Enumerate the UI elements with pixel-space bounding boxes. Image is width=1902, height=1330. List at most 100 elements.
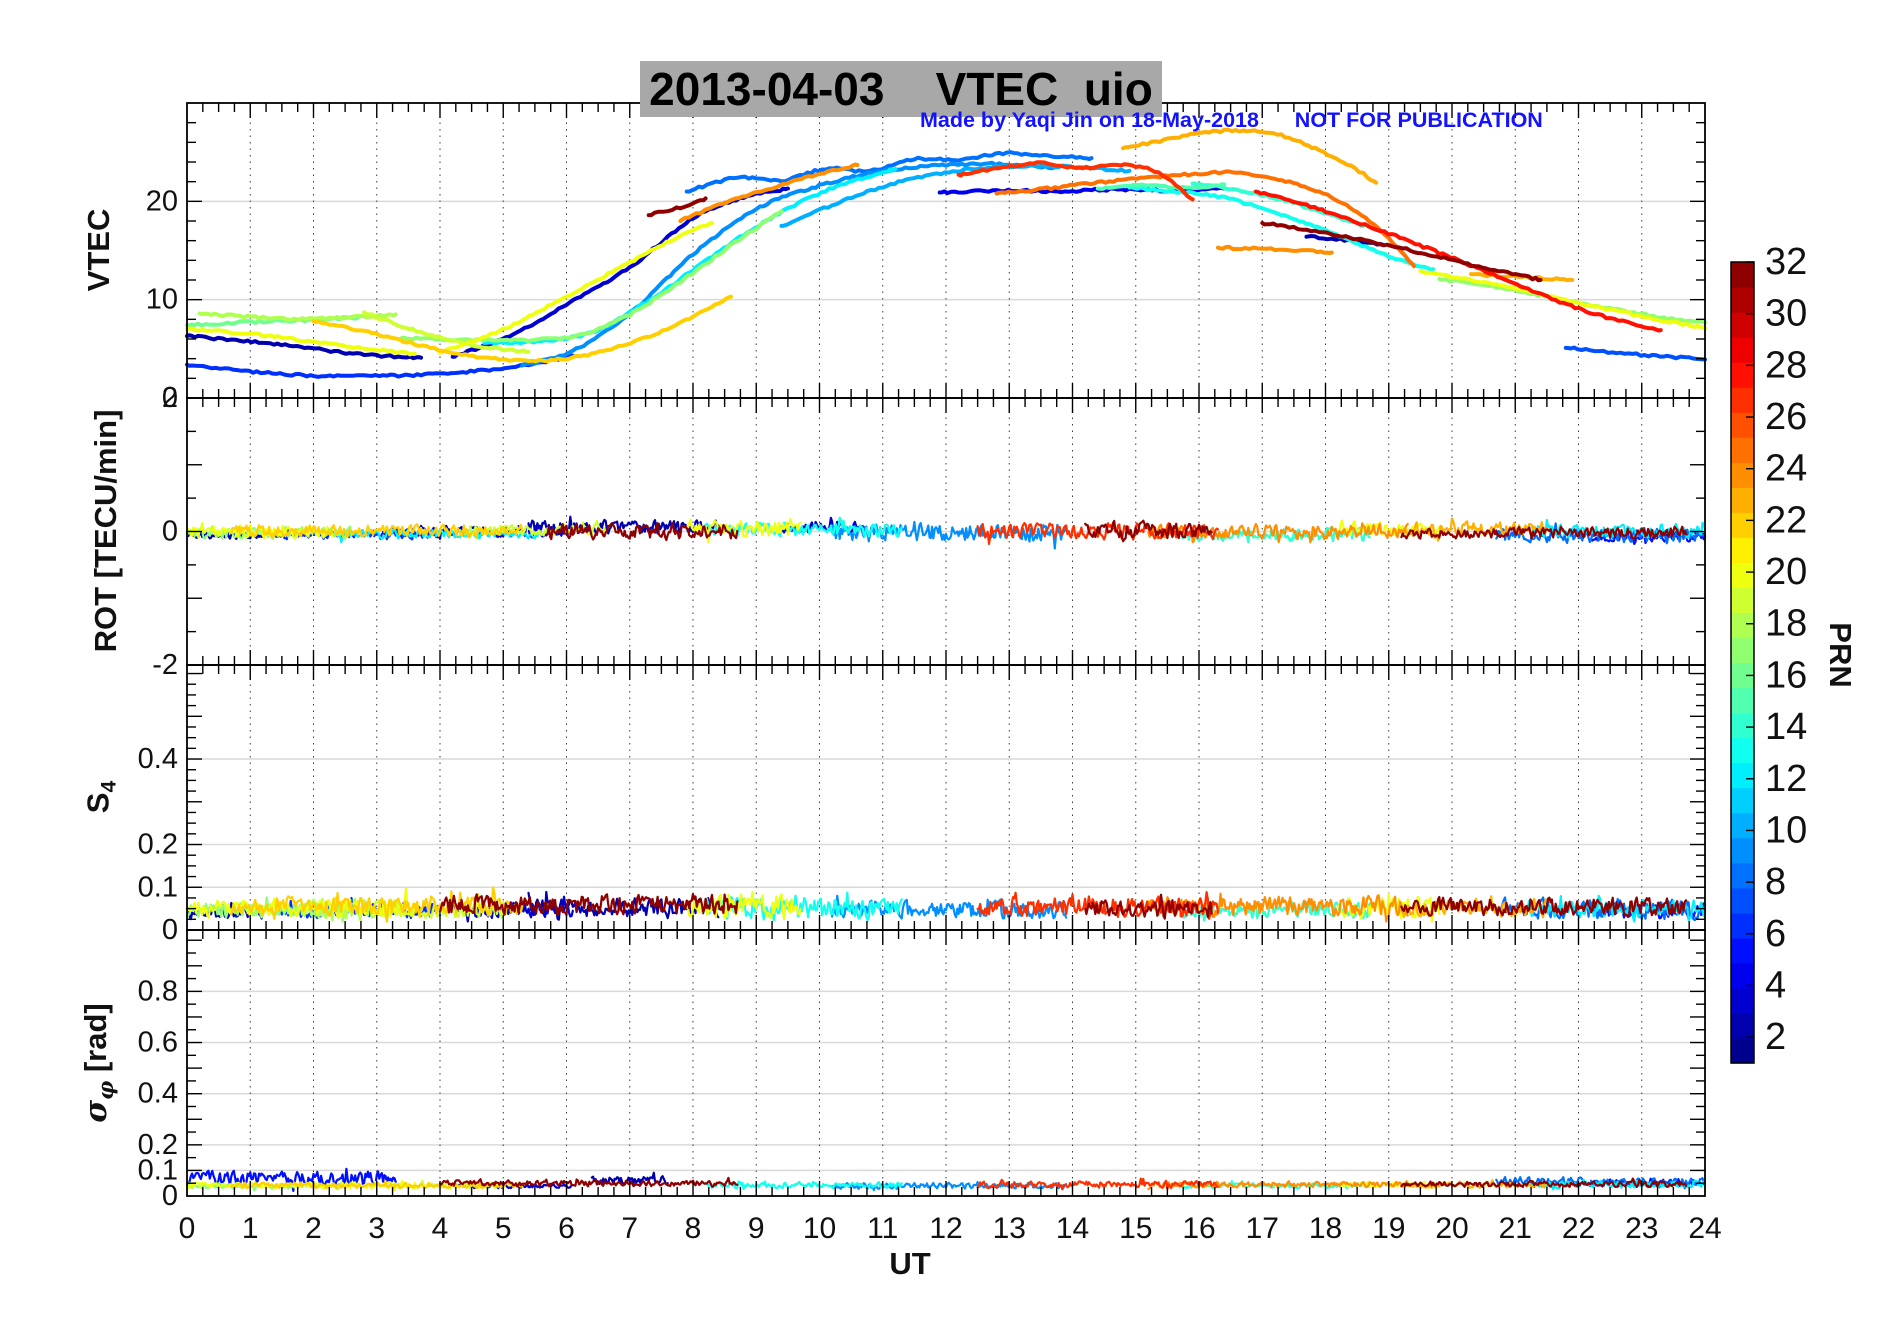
colorbar-cell-prn-8 [1731, 862, 1754, 889]
credit-text: Made by Yaqi Jin on 18-May-2018 NOT FOR … [920, 108, 1543, 132]
xtick-label: 3 [368, 1212, 385, 1245]
colorbar-tick-label: 32 [1765, 241, 1807, 283]
xtick-label: 10 [803, 1212, 836, 1245]
colorbar-cell-prn-30 [1731, 312, 1754, 338]
sigma_phi-trace-prn-13 [704, 1180, 903, 1191]
plot-title-box: 2013-04-03 VTEC uio [640, 61, 1162, 117]
colorbar-tick-label: 2 [1765, 1016, 1786, 1058]
xtick-label: 20 [1435, 1212, 1468, 1245]
colorbar-cell-prn-20 [1731, 562, 1754, 589]
vtec-arc-prn-32 [1260, 221, 1543, 283]
xtick-label: 4 [432, 1212, 449, 1245]
ytick-label: 2 [162, 382, 178, 414]
rot-trace-prn-23 [1400, 517, 1548, 542]
data-series [185, 127, 1707, 1192]
colorbar-cell-prn-23 [1731, 487, 1754, 513]
colorbar-cell-prn-7 [1731, 887, 1754, 914]
rot-trace-prn-22 [230, 523, 524, 540]
sigma_phi-trace-prn-27 [976, 1177, 1220, 1191]
ytick-label: 0.6 [138, 1027, 178, 1059]
ytick-label: 0 [162, 1180, 178, 1212]
colorbar-label: PRN [1823, 622, 1858, 688]
vtec-arc-prn-10 [779, 162, 1132, 228]
plot-title: 2013-04-03 VTEC uio [649, 63, 1153, 115]
colorbar-cell-prn-25 [1731, 437, 1754, 463]
colorbar-tick-label: 18 [1765, 603, 1807, 645]
ylabel-vtec: VTEC [81, 208, 116, 292]
sigma_phi-trace-prn-9 [831, 1180, 1068, 1192]
xtick-label: 18 [1309, 1212, 1342, 1245]
xtick-label: 17 [1246, 1212, 1279, 1245]
colorbar-cell-prn-6 [1731, 912, 1754, 939]
ytick-label: 0.1 [138, 871, 178, 903]
s4-trace-prn-32 [1084, 893, 1213, 920]
rot-trace-prn-13 [704, 516, 903, 538]
ylabel-s4-main: S [80, 792, 116, 814]
colorbar-cell-prn-11 [1731, 787, 1754, 814]
xtick-label: 2 [305, 1212, 322, 1245]
colorbar-cell-prn-26 [1731, 412, 1754, 438]
ytick-label: 20 [146, 185, 178, 217]
vtec-arc-prn-17 [400, 209, 784, 344]
colorbar-tick-label: 4 [1765, 964, 1786, 1006]
vtec-arc-prn-22 [311, 294, 733, 364]
ylabel-rot: ROT [TECU/min] [88, 409, 123, 653]
colorbar-cell-prn-24 [1731, 462, 1754, 488]
s4-trace-prn-32 [1400, 895, 1688, 918]
gridlines [187, 103, 1705, 1196]
vtec-arc-prn-23 [1121, 127, 1379, 185]
colorbar-tick-label: 28 [1765, 344, 1807, 386]
vtec-arc-prn-19 [362, 310, 531, 354]
colorbar-cell-prn-19 [1731, 587, 1754, 614]
vtec-arc-prn-24 [678, 162, 860, 223]
colorbar-cell-prn-18 [1731, 612, 1754, 639]
colorbar-cell-prn-31 [1731, 287, 1754, 313]
colorbar-cell-prn-15 [1731, 687, 1754, 714]
xtick-label: 6 [558, 1212, 575, 1245]
ytick-label: 0 [162, 516, 178, 548]
vtec-arc-prn-20 [438, 221, 714, 355]
s4-trace-prn-32 [438, 892, 739, 917]
colorbar-cell-prn-17 [1731, 637, 1754, 664]
xtick-label: 13 [993, 1212, 1026, 1245]
colorbar-cell-prn-22 [1731, 512, 1754, 538]
vtec-arc-prn-7 [1563, 345, 1707, 362]
colorbar-tick-label: 14 [1765, 706, 1807, 748]
xtick-label: 12 [929, 1212, 962, 1245]
colorbar-cell-prn-5 [1731, 937, 1754, 964]
colorbar-tick-label: 26 [1765, 396, 1807, 438]
ytick-label: 0 [162, 382, 178, 414]
colorbar-cell-prn-27 [1731, 387, 1754, 413]
ylabel-sigma-phi: σφ [rad] [78, 1003, 118, 1122]
colorbar-cell-prn-1 [1731, 1037, 1754, 1064]
ytick-label: 0.1 [138, 1154, 178, 1186]
colorbar-tick-label: 6 [1765, 913, 1786, 955]
ytick-label: 0.4 [138, 1078, 178, 1110]
vtec-arc-prn-6 [185, 353, 575, 379]
colorbar-tick-label: 24 [1765, 448, 1807, 490]
xtick-label: 7 [621, 1212, 638, 1245]
colorbar-tick-label: 20 [1765, 551, 1807, 593]
ylabel-s4-sub: 4 [97, 780, 121, 793]
s4-trace-prn-20 [185, 887, 416, 919]
xtick-label: 0 [179, 1212, 196, 1245]
ytick-label: 0.2 [138, 1129, 178, 1161]
xlabel-ut: UT [889, 1246, 931, 1281]
colorbar-tick-label: 10 [1765, 809, 1807, 851]
xtick-label: 24 [1688, 1212, 1721, 1245]
sigma_phi-trace-prn-5 [185, 1167, 397, 1192]
rot-trace-prn-32 [1084, 519, 1213, 543]
ylabel-s4: S4 [80, 781, 121, 813]
colorbar-border [1730, 261, 1755, 1064]
ytick-label: 10 [146, 284, 178, 316]
xtick-label: 14 [1056, 1212, 1089, 1245]
xtick-label: 11 [867, 1212, 898, 1245]
vtec-arc-prn-20 [185, 326, 417, 357]
vtec-arc-prn-25 [994, 169, 1416, 269]
xtick-label: 19 [1372, 1212, 1405, 1245]
xtick-label: 16 [1182, 1212, 1215, 1245]
colorbar-cell-prn-32 [1731, 262, 1754, 288]
